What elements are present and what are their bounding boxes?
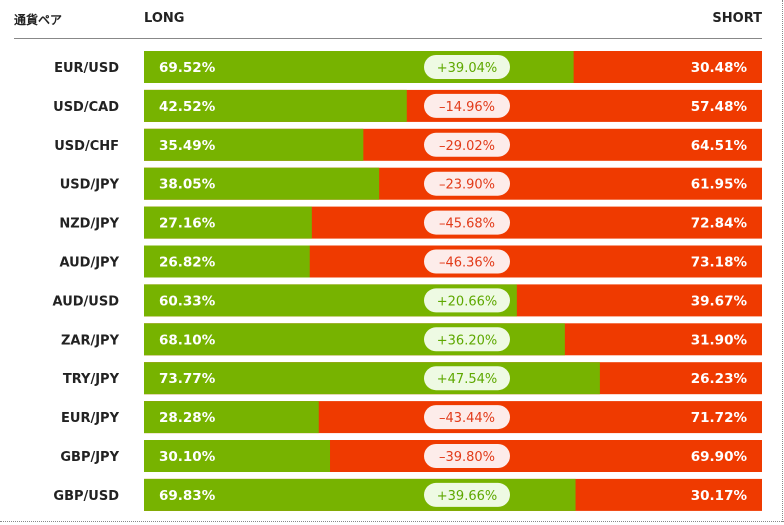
- pair-label: USD/JPY: [60, 178, 120, 193]
- pair-label: GBP/USD: [53, 489, 119, 504]
- long-value-label: 69.83%: [159, 488, 216, 504]
- long-bar: [144, 128, 364, 161]
- difference-label: +20.66%: [437, 294, 497, 309]
- long-value-label: 28.28%: [159, 410, 216, 426]
- difference-badge: [424, 93, 510, 118]
- right-border: [782, 0, 783, 522]
- difference-label: +36.20%: [437, 333, 497, 348]
- difference-badge: [424, 171, 510, 196]
- pair-label: USD/CHF: [54, 139, 119, 154]
- pair-label: USD/CAD: [53, 100, 119, 115]
- long-value-label: 73.77%: [159, 371, 216, 387]
- pair-label: ZAR/JPY: [61, 333, 120, 348]
- difference-label: +39.66%: [437, 489, 497, 504]
- table-row: GBP/USD 69.83% 30.17% +39.66%: [53, 478, 762, 511]
- long-value-label: 27.16%: [159, 216, 216, 232]
- difference-badge: [424, 366, 510, 391]
- short-value-label: 30.48%: [691, 60, 748, 76]
- long-column-header: LONG: [144, 11, 185, 26]
- long-bar: [144, 362, 600, 395]
- difference-label: +39.04%: [437, 61, 497, 76]
- difference-badge: [424, 132, 510, 157]
- table-header: 通貨ペア LONG SHORT: [0, 0, 784, 38]
- difference-badge: [424, 405, 510, 430]
- difference-label: –29.02%: [439, 139, 495, 154]
- long-value-label: 30.10%: [159, 449, 216, 465]
- difference-badge: [424, 482, 510, 507]
- table-row: AUD/JPY 26.82% 73.18% –46.36%: [59, 245, 762, 278]
- long-value-label: 38.05%: [159, 177, 216, 193]
- long-bar: [144, 206, 312, 239]
- table-row: USD/CAD 42.52% 57.48% –14.96%: [53, 89, 762, 122]
- difference-badge: [424, 55, 510, 79]
- short-column-header: SHORT: [712, 11, 762, 26]
- long-bar: [144, 401, 319, 434]
- difference-label: –39.80%: [439, 450, 495, 465]
- difference-label: –23.90%: [439, 178, 495, 193]
- pair-label: EUR/USD: [54, 61, 119, 76]
- long-value-label: 60.33%: [159, 293, 216, 309]
- long-value-label: 26.82%: [159, 255, 216, 271]
- long-value-label: 42.52%: [159, 99, 216, 115]
- difference-badge: [424, 249, 510, 274]
- difference-badge: [424, 444, 510, 468]
- difference-label: –46.36%: [439, 256, 495, 271]
- long-value-label: 69.52%: [159, 60, 216, 76]
- difference-label: +47.54%: [437, 372, 497, 387]
- table-row: EUR/JPY 28.28% 71.72% –43.44%: [61, 401, 762, 434]
- pair-label: EUR/JPY: [61, 411, 120, 426]
- table-row: GBP/JPY 30.10% 69.90% –39.80%: [60, 440, 762, 472]
- difference-label: –43.44%: [439, 411, 495, 426]
- table-row: NZD/JPY 27.16% 72.84% –45.68%: [59, 206, 762, 239]
- short-value-label: 69.90%: [691, 449, 748, 465]
- long-value-label: 68.10%: [159, 332, 216, 348]
- short-value-label: 72.84%: [691, 216, 748, 232]
- short-value-label: 26.23%: [691, 371, 748, 387]
- pair-label: AUD/JPY: [59, 256, 119, 271]
- difference-badge: [424, 288, 510, 313]
- difference-label: –14.96%: [439, 100, 495, 115]
- short-value-label: 64.51%: [691, 138, 748, 154]
- table-row: EUR/USD 69.52% 30.48% +39.04%: [54, 51, 762, 83]
- short-value-label: 57.48%: [691, 99, 748, 115]
- header-divider: [14, 38, 762, 39]
- long-bar: [144, 245, 310, 278]
- table-row: AUD/USD 60.33% 39.67% +20.66%: [53, 284, 762, 317]
- difference-badge: [424, 210, 510, 235]
- table-row: USD/JPY 38.05% 61.95% –23.90%: [60, 167, 762, 200]
- short-value-label: 30.17%: [691, 488, 748, 504]
- difference-label: –45.68%: [439, 217, 495, 232]
- short-value-label: 71.72%: [691, 410, 748, 426]
- pair-label: TRY/JPY: [63, 372, 120, 387]
- pair-label: AUD/USD: [53, 294, 120, 309]
- pair-column-header: 通貨ペア: [14, 13, 63, 27]
- table-row: USD/CHF 35.49% 64.51% –29.02%: [54, 128, 762, 161]
- bottom-border: [0, 521, 784, 522]
- short-value-label: 61.95%: [691, 177, 748, 193]
- short-value-label: 73.18%: [691, 255, 748, 271]
- table-row: ZAR/JPY 68.10% 31.90% +36.20%: [61, 323, 762, 356]
- long-bar: [144, 440, 331, 472]
- pair-label: NZD/JPY: [59, 217, 119, 232]
- pair-label: GBP/JPY: [60, 450, 119, 465]
- table-row: TRY/JPY 73.77% 26.23% +47.54%: [63, 362, 762, 395]
- short-value-label: 31.90%: [691, 332, 748, 348]
- long-bar: [144, 89, 407, 122]
- long-bar: [144, 167, 380, 200]
- difference-badge: [424, 327, 510, 352]
- short-value-label: 39.67%: [691, 293, 748, 309]
- long-value-label: 35.49%: [159, 138, 216, 154]
